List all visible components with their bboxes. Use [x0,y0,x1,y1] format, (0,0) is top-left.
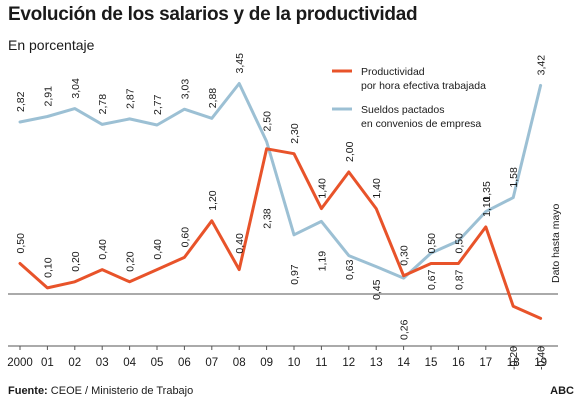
data-label-sueldos: 2,82 [15,91,27,112]
series-line-sueldos [18,82,543,280]
data-label-productividad: 0,40 [234,233,246,254]
data-label-sueldos: 3,04 [70,78,82,99]
x-tick-label: 11 [315,357,327,369]
chart-title: Evolución de los salarios y de la produc… [8,4,418,25]
data-label-sueldos: 1,19 [316,251,328,272]
x-tick-label: 19 [534,357,547,369]
data-label-productividad: 0,50 [453,233,465,254]
annotation-dato-hasta-mayo: Dato hasta mayo [550,203,562,283]
data-label-sueldos: 3,45 [234,53,246,74]
data-label-productividad: 0,50 [15,233,27,254]
x-tick-label: 15 [425,357,438,369]
data-label-sueldos: 0,97 [289,264,301,285]
legend-label-sueldos-line1: Sueldos pactados [361,104,444,116]
chart-subtitle: En porcentaje [8,37,95,53]
legend-label-productividad-line2: por hora efectiva trabajada [361,80,486,92]
data-label-sueldos: 3,03 [179,79,191,100]
data-label-sueldos: 2,87 [125,88,137,109]
x-tick-label: 10 [288,357,301,369]
data-label-productividad: 2,38 [262,208,274,229]
data-label-productividad: 1,40 [316,178,328,199]
x-tick-label: 04 [123,357,136,369]
series-line-productividad [18,147,543,320]
data-label-productividad: 0,30 [399,245,411,266]
x-tick-label: 02 [68,357,81,369]
data-label-productividad: 0,20 [70,251,82,272]
data-label-sueldos: 2,91 [42,86,54,107]
legend: Productividad por hora efectiva trabajad… [332,66,486,130]
data-label-sueldos: 2,77 [152,94,164,115]
data-label-sueldos: 0,26 [399,319,411,340]
x-tick-label: 17 [479,357,492,369]
x-tick-label: 14 [397,357,410,369]
data-label-productividad: -0,20 [508,346,520,370]
x-tick-label: 01 [41,357,54,369]
data-label-productividad: 0,60 [179,227,191,248]
data-label-productividad: 2,00 [344,141,356,162]
data-label-sueldos: 3,42 [536,55,548,76]
x-tick-label: 16 [452,357,465,369]
x-tick-label: 03 [96,357,109,369]
footer-source: Fuente: CEOE / Ministerio de Trabajo [8,385,193,397]
x-tick-label: 12 [342,357,355,369]
data-label-sueldos: 2,78 [97,94,109,115]
data-label-productividad: 0,20 [125,251,137,272]
x-tick-label: 18 [507,357,520,369]
data-label-sueldos: 1,35 [481,181,493,202]
data-label-productividad: 0,40 [152,239,164,260]
x-tick-label: 06 [178,357,191,369]
x-tick-label: 07 [205,357,218,369]
data-label-productividad: -0,40 [536,346,548,370]
x-tick-label: 2000 [7,357,33,369]
data-label-productividad: 0,50 [426,233,438,254]
legend-label-sueldos-line2: en convenios de empresa [361,118,481,130]
data-label-sueldos: 0,67 [426,269,438,290]
x-tick-label: 05 [151,357,164,369]
x-tick-labels: 2000 01 02 03 04 05 06 07 08 09 10 11 12 13 14 15 16 17 18… [7,357,547,369]
data-label-sueldos: 0,87 [453,269,465,290]
series-lines [18,82,543,320]
data-label-productividad: 1,20 [207,190,219,211]
x-tick-label: 08 [233,357,246,369]
data-label-sueldos: 2,88 [207,88,219,109]
source-text: CEOE / Ministerio de Trabajo [47,385,194,397]
data-label-sueldos: 0,63 [344,259,356,280]
data-label-productividad: 0,40 [97,239,109,260]
legend-label-productividad-line1: Productividad [361,66,425,78]
data-label-productividad: 0,10 [42,257,54,278]
footer-brand: ABC [550,385,574,397]
data-label-productividad: 2,30 [289,123,301,144]
data-label-productividad: 1,40 [371,178,383,199]
x-tick-label: 13 [370,357,383,369]
data-label-sueldos: 2,50 [262,111,274,132]
data-label-sueldos: 0,45 [371,279,383,300]
source-label: Fuente: [8,385,48,397]
data-label-sueldos: 1,58 [508,167,520,188]
x-tick-label: 09 [260,357,273,369]
axis-layer [8,293,558,350]
data-label-productividad: 1,10 [481,196,493,217]
data-labels: 0,50 0,10 0,20 0,40 0,20 0,40 0,60 1,20 0,40 2,38… [15,53,548,370]
